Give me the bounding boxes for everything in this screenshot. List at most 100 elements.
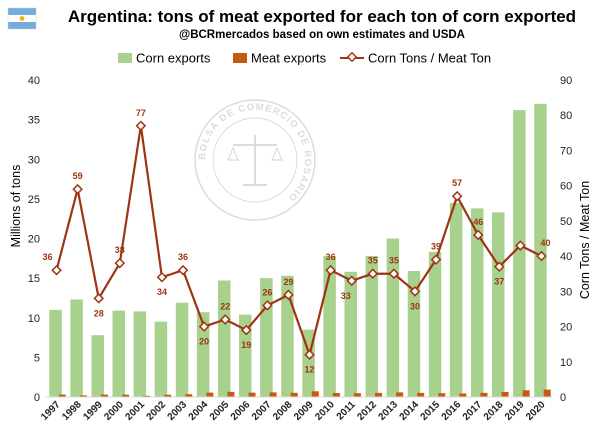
ratio-data-label: 28 [94,308,104,318]
y-tick-label-right: 40 [560,251,572,263]
corn-bar [91,335,104,397]
ratio-data-label: 12 [305,365,315,375]
meat-bar [79,395,87,397]
ratio-data-label: 59 [73,171,83,181]
x-tick-label: 2005 [208,399,232,423]
y-tick-label-right: 50 [560,216,572,228]
meat-bar [227,391,235,397]
ratio-marker [409,286,421,297]
meat-bar [459,393,467,397]
y-tick-label-right: 90 [560,75,572,87]
corn-bar [154,321,168,397]
y-tick-label-right: 30 [560,286,572,298]
legend-swatch-corn [118,53,132,63]
y-tick-label-left: 35 [28,115,40,127]
x-tick-label: 2000 [102,399,126,423]
argentina-flag-icon [7,7,37,30]
corn-bar [470,208,484,397]
meat-bar [164,394,172,397]
meat-bar [269,392,277,397]
ratio-data-label: 22 [220,302,230,312]
y-axis-label-right: Corn Tons / Meat Ton [578,181,592,299]
y-tick-label-left: 15 [28,273,40,285]
corn-bar [281,275,294,397]
ratio-data-label: 35 [368,256,378,266]
corn-bar [175,302,189,397]
corn-bar [534,103,547,398]
y-tick-label-right: 0 [560,392,566,404]
x-tick-label: 2007 [250,399,274,423]
ratio-marker [451,190,463,202]
chart-title: Argentina: tons of meat exported for eac… [68,7,576,26]
ratio-data-label: 77 [136,108,146,118]
corn-bar [365,255,379,397]
ratio-marker [72,183,83,195]
x-tick-label: 2010 [313,399,337,423]
meat-bar [332,393,340,397]
meat-bar [100,394,108,397]
x-tick-label: 2016 [440,399,464,423]
ratio-data-label: 33 [341,291,351,301]
ratio-marker [156,271,168,283]
legend-label-meat: Meat exports [251,51,327,66]
ratio-data-label: 20 [199,337,209,347]
ratio-marker [114,257,126,269]
corn-bar [70,299,83,397]
ratio-data-label: 40 [540,238,550,248]
ratio-marker [177,264,189,276]
ratio-data-label: 30 [410,301,420,311]
y-tick-label-left: 40 [28,75,40,87]
corn-bar [344,271,357,397]
meat-bar [522,390,530,397]
ratio-marker [198,321,210,332]
legend-label-corn: Corn exports [136,51,211,66]
ratio-data-label: 36 [43,252,53,262]
corn-bar [492,212,505,397]
y-tick-label-right: 80 [560,110,572,122]
x-tick-label: 2009 [292,399,316,423]
ratio-marker [240,324,252,336]
ratio-data-label: 57 [452,178,462,188]
x-tick-label: 2018 [482,399,506,423]
y-tick-label-left: 0 [34,392,40,404]
y-tick-label-left: 10 [28,313,40,325]
corn-bar [239,314,252,397]
y-tick-label-right: 70 [560,145,572,157]
x-tick-label: 1998 [60,399,84,423]
meat-bar [206,392,214,397]
meat-bar [143,395,151,397]
meat-bar [375,392,383,397]
ratio-data-label: 38 [115,245,125,255]
ratio-data-label: 34 [157,287,167,297]
x-tick-label: 2015 [419,399,443,423]
x-tick-label: 2001 [123,399,147,423]
x-tick-label: 2006 [229,399,253,423]
x-tick-label: 2011 [335,399,358,422]
corn-bar [428,251,442,397]
ratio-data-label: 36 [178,252,188,262]
corn-bar [49,309,62,397]
corn-bar [217,280,231,397]
ratio-data-label: 36 [326,252,336,262]
corn-bar [386,238,400,397]
ratio-marker [304,349,315,361]
x-tick-label: 2004 [187,399,211,423]
ratio-data-label: 26 [262,287,272,297]
ratio-marker [283,289,294,301]
meat-bar [58,394,66,397]
ratio-marker [472,229,484,241]
x-tick-label: 1999 [81,399,105,423]
ratio-data-label: 37 [494,277,504,287]
meat-bar [438,393,446,397]
meat-bar [290,392,298,397]
meat-bar [417,392,425,397]
meat-bar [480,392,488,397]
y-tick-label-left: 30 [28,154,40,166]
y-tick-label-left: 20 [28,234,40,246]
ratio-marker [325,264,336,276]
x-tick-label: 2008 [271,399,295,423]
x-tick-label: 2002 [145,399,169,423]
ratio-marker [367,268,379,280]
meat-bar [353,393,361,397]
